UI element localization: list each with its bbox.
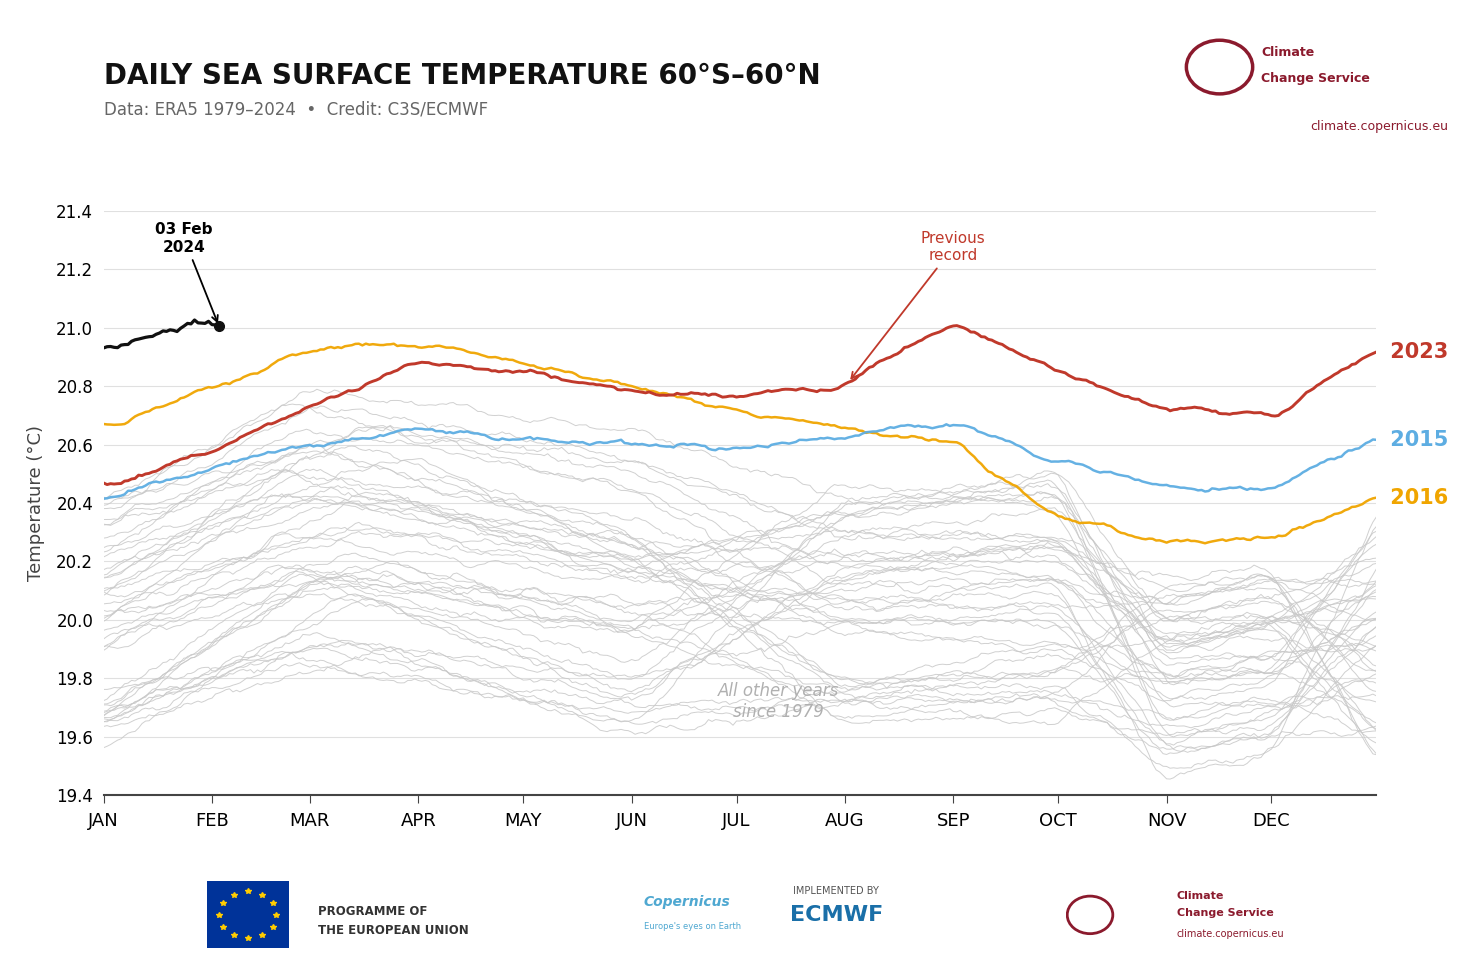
Text: Climate: Climate	[1177, 891, 1224, 901]
Text: Change Service: Change Service	[1177, 908, 1273, 918]
Text: Data: ERA5 1979–2024  •  Credit: C3S/ECMWF: Data: ERA5 1979–2024 • Credit: C3S/ECMWF	[104, 101, 488, 119]
Text: 03 Feb
2024: 03 Feb 2024	[155, 222, 218, 322]
Y-axis label: Temperature (°C): Temperature (°C)	[27, 425, 44, 581]
Text: PROGRAMME OF: PROGRAMME OF	[318, 905, 428, 919]
Text: THE EUROPEAN UNION: THE EUROPEAN UNION	[318, 924, 469, 938]
Text: 2015: 2015	[1384, 430, 1449, 450]
Text: Change Service: Change Service	[1261, 72, 1370, 85]
Text: DAILY SEA SURFACE TEMPERATURE 60°S–60°N: DAILY SEA SURFACE TEMPERATURE 60°S–60°N	[104, 62, 820, 90]
Text: Previous
record: Previous record	[851, 231, 986, 378]
Text: IMPLEMENTED BY: IMPLEMENTED BY	[793, 886, 879, 896]
Text: Europe's eyes on Earth: Europe's eyes on Earth	[644, 923, 741, 931]
Text: Copernicus: Copernicus	[644, 896, 731, 909]
Text: 2023: 2023	[1384, 342, 1449, 362]
Text: 2016: 2016	[1384, 488, 1449, 508]
Text: climate.copernicus.eu: climate.copernicus.eu	[1310, 120, 1447, 133]
Text: climate.copernicus.eu: climate.copernicus.eu	[1177, 929, 1285, 939]
Text: Climate: Climate	[1261, 46, 1314, 59]
Text: All other years
since 1979: All other years since 1979	[718, 682, 839, 721]
Text: ECMWF: ECMWF	[789, 905, 884, 925]
